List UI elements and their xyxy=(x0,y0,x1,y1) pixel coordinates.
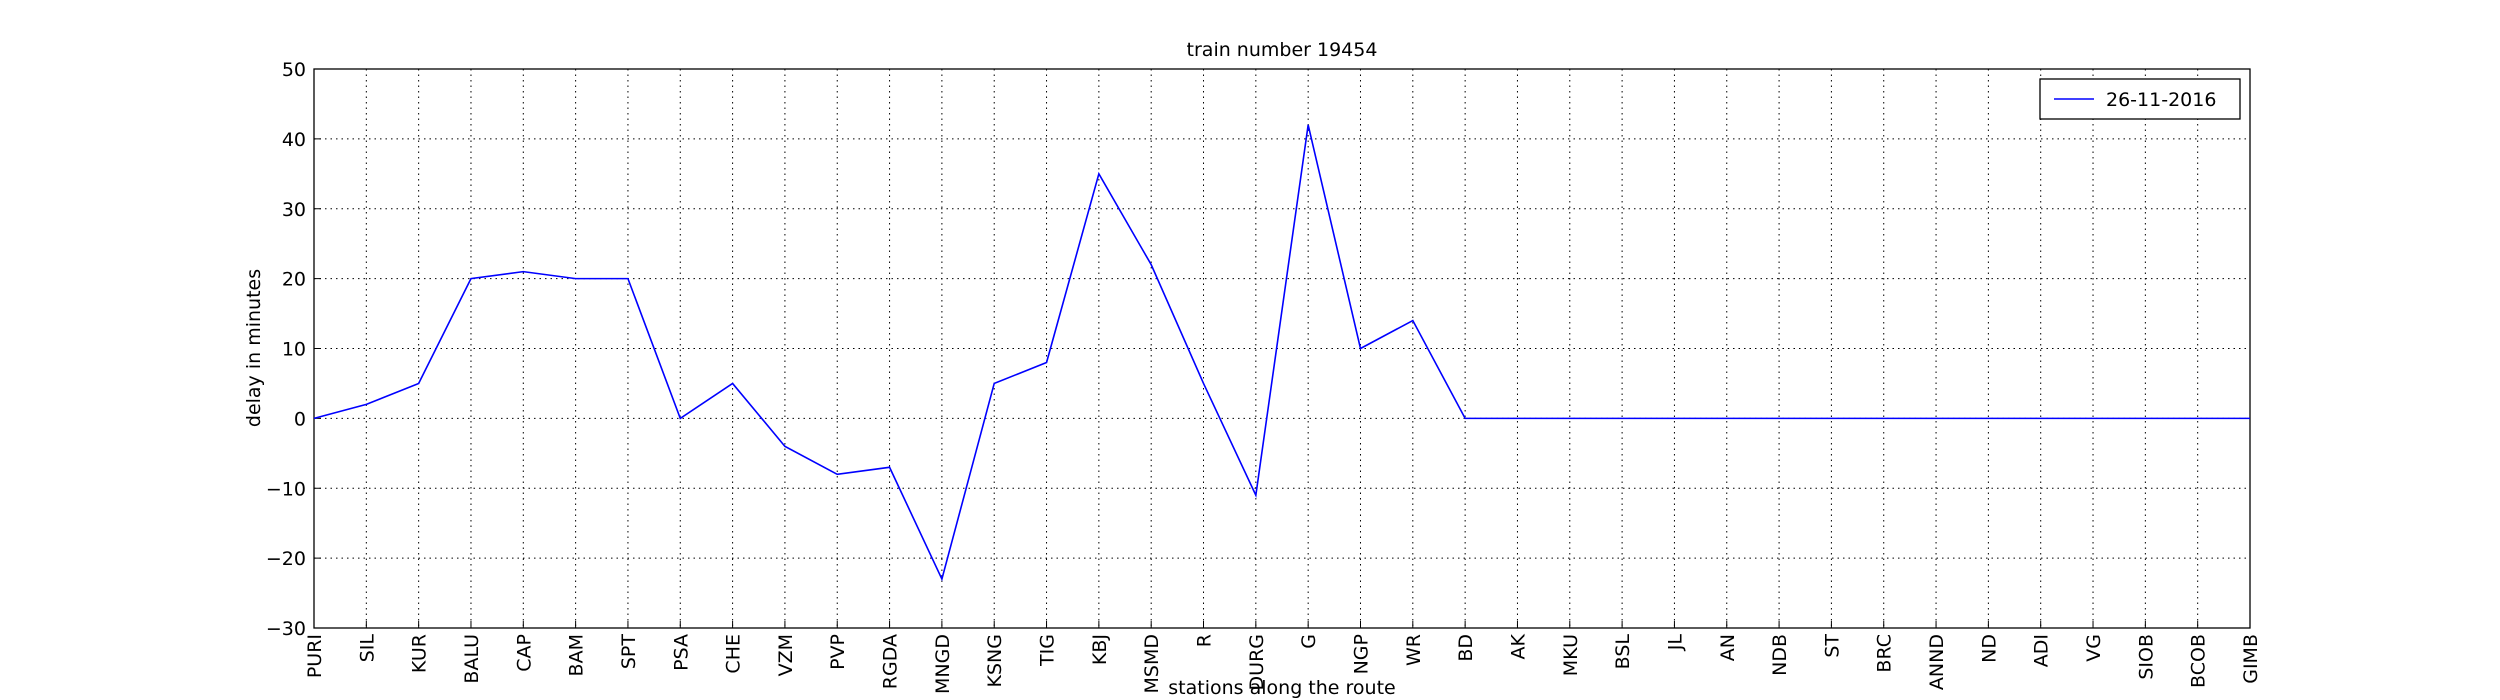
x-tick-label: MSMD xyxy=(1141,634,1163,693)
chart-title: train number 19454 xyxy=(1187,39,1378,61)
plot-frame xyxy=(313,68,2251,629)
x-tick-label: G xyxy=(1298,634,1320,649)
y-tick-label: −30 xyxy=(266,618,306,640)
x-tick-label: VG xyxy=(2083,634,2105,662)
x-tick-label: NDB xyxy=(1769,634,1791,676)
x-tick-label: PSA xyxy=(670,634,692,671)
legend-label: 26-11-2016 xyxy=(2106,89,2216,111)
data-line xyxy=(313,124,2250,582)
x-tick-label: GIMB xyxy=(2240,634,2262,684)
x-tick-label: ST xyxy=(1821,634,1843,658)
x-tick-label: KUR xyxy=(409,634,431,673)
x-tick-label: BD xyxy=(1455,634,1477,662)
y-axis-label: delay in minutes xyxy=(243,269,265,427)
x-tick-label: AN xyxy=(1717,634,1739,661)
x-tick-label: R xyxy=(1194,634,1216,647)
y-tick-label: 10 xyxy=(282,339,306,361)
x-tick-label: PVP xyxy=(827,634,849,670)
x-tick-label: SIL xyxy=(356,634,378,663)
x-tick-label: CHE xyxy=(723,634,745,674)
x-tick-label: SIOB xyxy=(2135,634,2157,680)
x-axis-label: stations along the route xyxy=(1168,677,1395,699)
y-tick-label: 50 xyxy=(282,59,306,81)
x-tick-label: ANND xyxy=(1926,634,1948,690)
x-tick-label: TIG xyxy=(1037,634,1059,667)
x-tick-label: NGP xyxy=(1350,634,1372,674)
x-tick-label: PURI xyxy=(304,634,326,678)
y-tick-label: 40 xyxy=(282,129,306,151)
x-tick-label: BRC xyxy=(1874,634,1896,673)
y-tick-label: 30 xyxy=(282,199,306,221)
x-tick-label: CAP xyxy=(513,634,535,672)
x-tick-label: MNGD xyxy=(932,634,954,694)
y-tick-label: −20 xyxy=(266,548,306,570)
x-tick-label: ND xyxy=(1978,634,2000,663)
x-tick-label: MKU xyxy=(1560,634,1582,676)
x-tick-label: JL xyxy=(1664,634,1686,652)
x-tick-label: RGDA xyxy=(880,634,902,689)
y-tick-label: 20 xyxy=(282,269,306,291)
x-tick-label: KBJ xyxy=(1089,634,1111,665)
x-tick-label: ADI xyxy=(2031,634,2053,667)
x-tick-label: DURG xyxy=(1246,634,1268,690)
x-tick-label: BALU xyxy=(461,634,483,684)
x-tick-label: AK xyxy=(1507,633,1529,659)
y-tick-label: 0 xyxy=(294,408,306,430)
x-tick-label: WR xyxy=(1403,634,1425,666)
x-tick-label: SPT xyxy=(618,634,640,670)
x-tick-label: BAM xyxy=(566,634,588,676)
x-tick-label: VZM xyxy=(775,634,797,676)
x-tick-label: KSNG xyxy=(984,634,1006,687)
x-tick-label: BCOB xyxy=(2188,634,2210,688)
x-tick-label: BSL xyxy=(1612,634,1634,670)
y-tick-label: −10 xyxy=(266,478,306,500)
